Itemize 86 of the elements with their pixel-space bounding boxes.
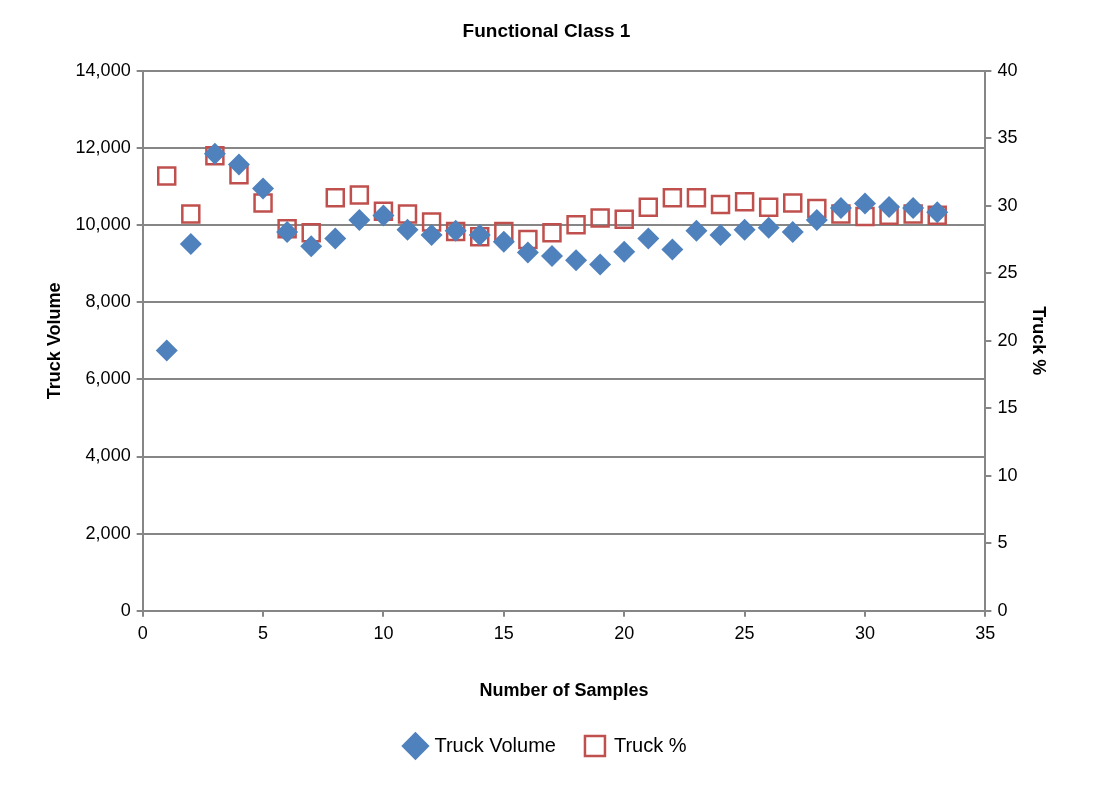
point <box>300 235 323 258</box>
x-tick-label: 10 <box>373 622 394 643</box>
y2-tick-label: 5 <box>997 532 1008 553</box>
x-tick-label: 20 <box>614 622 635 643</box>
point <box>855 206 875 227</box>
x-tick-label: 35 <box>975 622 996 643</box>
point <box>372 204 395 227</box>
point <box>829 197 852 220</box>
point <box>494 221 514 242</box>
y-tick-label: 6,000 <box>85 368 131 389</box>
point <box>853 192 876 215</box>
point <box>783 193 803 213</box>
point <box>516 241 539 264</box>
x-tick-label: 15 <box>493 622 514 643</box>
point <box>902 197 925 220</box>
y-tick-label: 10,000 <box>75 214 131 235</box>
point <box>157 166 177 186</box>
chart-title: Functional Class 1 <box>462 19 631 41</box>
point <box>661 238 684 261</box>
point <box>324 227 347 250</box>
point <box>253 193 273 213</box>
y-tick-label: 12,000 <box>75 136 131 157</box>
point <box>613 240 636 263</box>
point <box>781 221 804 244</box>
point <box>373 201 394 221</box>
point <box>276 221 299 244</box>
y2-tick-label: 10 <box>997 464 1018 485</box>
point <box>349 185 370 205</box>
point <box>758 197 779 217</box>
y2-tick-label: 15 <box>997 397 1018 418</box>
point <box>589 253 612 276</box>
point <box>614 209 634 230</box>
point <box>637 227 660 250</box>
point <box>421 212 442 232</box>
point <box>686 187 707 208</box>
y-tick-label: 8,000 <box>85 291 131 312</box>
x-tick-label: 5 <box>258 622 269 643</box>
point <box>181 204 201 224</box>
x-tick-label: 30 <box>854 622 876 643</box>
point <box>709 224 732 247</box>
point <box>301 223 321 243</box>
point <box>540 244 563 267</box>
point <box>590 208 610 228</box>
y2-tick-label: 35 <box>997 127 1018 148</box>
y2-axis-title: Truck % <box>1029 306 1050 376</box>
point <box>277 219 297 239</box>
legend-label: Truck % <box>613 733 687 756</box>
x-axis-title: Number of Samples <box>479 680 649 701</box>
y-tick-label: 0 <box>120 599 131 620</box>
point <box>396 218 419 241</box>
point <box>807 198 827 219</box>
point <box>565 249 588 272</box>
y2-tick-label: 30 <box>997 194 1018 215</box>
x-tick-label: 0 <box>137 622 148 643</box>
x-tick-label: 25 <box>734 622 755 643</box>
point <box>325 187 346 208</box>
point <box>252 177 275 200</box>
point <box>733 218 756 241</box>
point <box>397 204 418 224</box>
point <box>227 153 250 176</box>
point <box>229 165 249 185</box>
point <box>492 230 515 253</box>
point <box>805 209 828 232</box>
point <box>420 224 443 247</box>
point <box>662 187 683 208</box>
point <box>542 223 562 243</box>
y-tick-label: 14,000 <box>75 59 131 80</box>
point <box>734 192 755 212</box>
point <box>566 214 586 235</box>
y2-tick-label: 0 <box>997 599 1008 620</box>
point <box>179 232 202 255</box>
y2-tick-label: 40 <box>997 59 1018 80</box>
legend-label: Truck Volume <box>434 733 556 756</box>
y-tick-label: 2,000 <box>85 522 131 543</box>
point <box>518 229 538 250</box>
point <box>710 194 731 215</box>
point <box>878 195 901 218</box>
point <box>757 216 780 239</box>
point <box>155 339 178 362</box>
y2-tick-label: 20 <box>997 329 1018 350</box>
point <box>685 219 708 242</box>
y-tick-label: 4,000 <box>85 445 131 466</box>
y-axis-title: Truck Volume <box>43 282 64 400</box>
point <box>638 197 659 217</box>
y2-tick-label: 25 <box>997 262 1018 283</box>
point <box>348 209 371 232</box>
